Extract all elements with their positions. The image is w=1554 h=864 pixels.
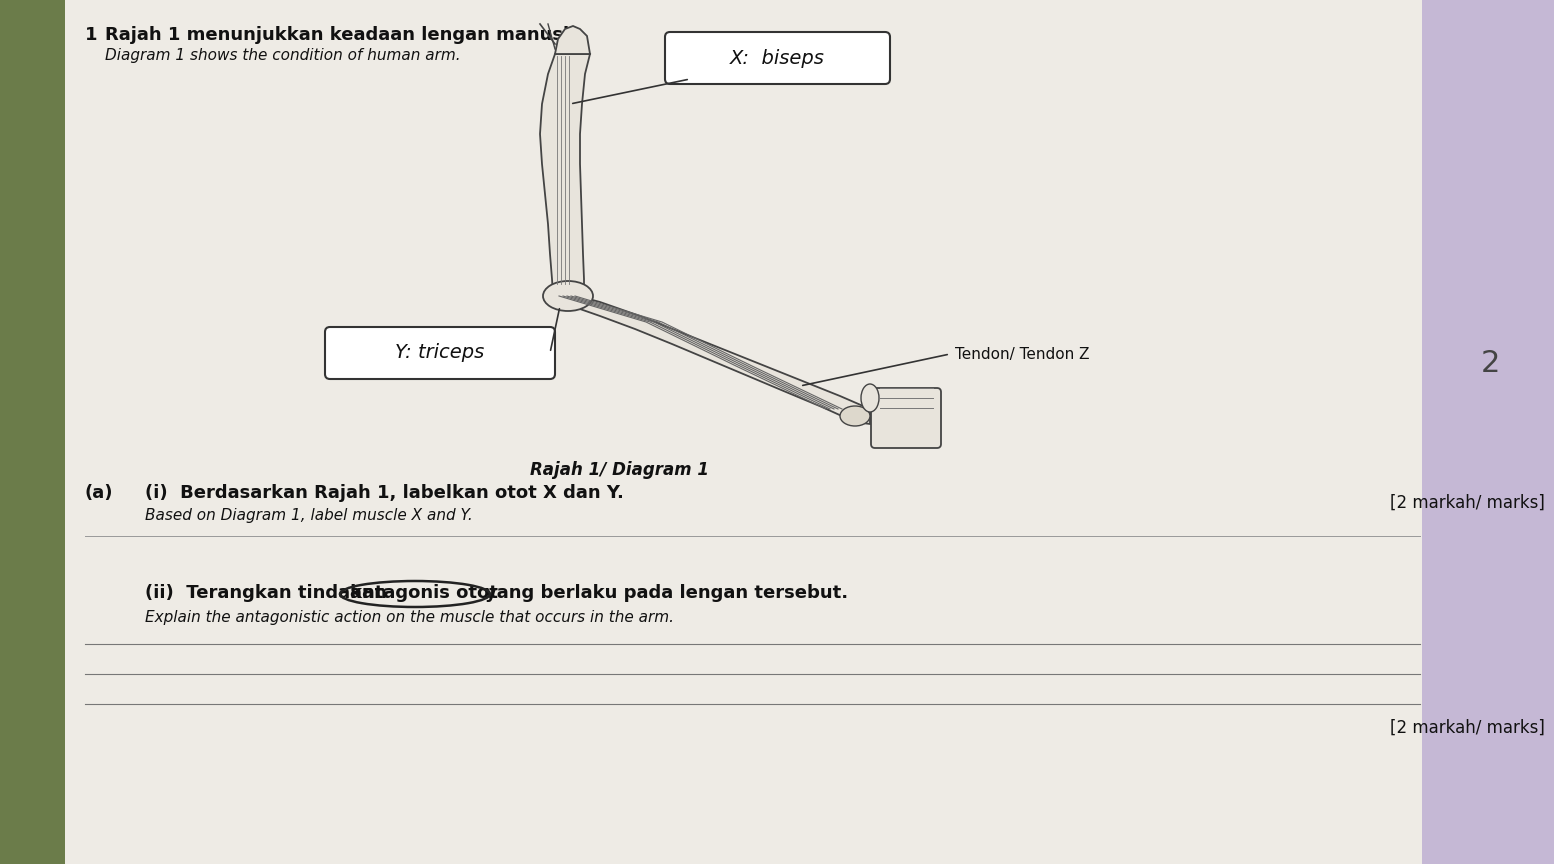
Ellipse shape [841, 406, 870, 426]
Text: Explain the antagonistic action on the muscle that occurs in the arm.: Explain the antagonistic action on the m… [145, 610, 674, 625]
Polygon shape [555, 26, 591, 54]
FancyBboxPatch shape [665, 32, 890, 84]
Ellipse shape [542, 281, 594, 311]
Text: X:  biseps: X: biseps [730, 48, 825, 67]
Text: 1: 1 [85, 26, 98, 44]
Text: (a): (a) [85, 484, 113, 502]
Text: (ii)  Terangkan tindakan: (ii) Terangkan tindakan [145, 584, 387, 602]
Text: Y: triceps: Y: triceps [395, 344, 485, 363]
FancyBboxPatch shape [325, 327, 555, 379]
Text: Diagram 1 shows the condition of human arm.: Diagram 1 shows the condition of human a… [106, 48, 460, 63]
Text: antagonis otot: antagonis otot [350, 584, 497, 602]
Text: 2: 2 [1481, 350, 1500, 378]
Text: yang berlaku pada lengan tersebut.: yang berlaku pada lengan tersebut. [485, 584, 848, 602]
Ellipse shape [861, 384, 880, 412]
Polygon shape [553, 289, 870, 424]
FancyBboxPatch shape [870, 388, 942, 448]
Text: Rajah 1 menunjukkan keadaan lengan manusia.: Rajah 1 menunjukkan keadaan lengan manus… [106, 26, 587, 44]
Text: Rajah 1/ Diagram 1: Rajah 1/ Diagram 1 [530, 461, 710, 479]
Text: [2 markah/ marks]: [2 markah/ marks] [1389, 494, 1545, 512]
Text: Tendon/ Tendon Z: Tendon/ Tendon Z [956, 346, 1089, 361]
Text: (i)  Berdasarkan Rajah 1, labelkan otot X dan Y.: (i) Berdasarkan Rajah 1, labelkan otot X… [145, 484, 623, 502]
Text: [2 markah/ marks]: [2 markah/ marks] [1389, 719, 1545, 737]
Text: Based on Diagram 1, label muscle X and Y.: Based on Diagram 1, label muscle X and Y… [145, 508, 472, 523]
Polygon shape [539, 54, 591, 294]
